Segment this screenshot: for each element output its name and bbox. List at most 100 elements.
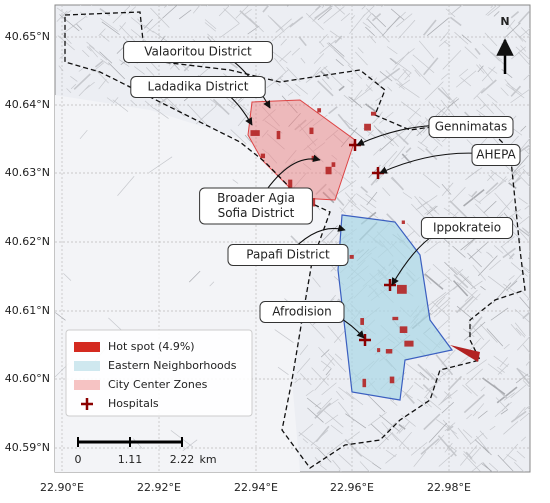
road [375,27,390,43]
road [480,324,498,343]
road [465,384,478,397]
road [279,50,292,62]
road [319,464,327,471]
road [261,129,269,138]
road [465,368,483,385]
road [450,266,461,276]
road [79,5,82,7]
road [243,9,252,16]
road [464,46,478,59]
y-tick-label: 40.65°N [5,30,50,43]
road [162,5,178,19]
road [402,68,411,78]
road [479,430,488,440]
road [455,70,477,88]
road [468,337,482,352]
road [112,5,132,24]
road [108,317,123,331]
legend-label: City Center Zones [108,378,208,391]
road [340,193,356,213]
road [321,382,337,396]
road [470,190,478,198]
road [515,327,526,338]
road [119,25,137,43]
road [333,134,344,144]
y-tick-label: 40.64°N [5,98,50,111]
road [274,329,294,343]
road [474,47,481,55]
road [239,10,259,28]
road [325,129,339,141]
annotation-text: Ladadika District [148,80,249,94]
road [321,5,326,9]
road [440,31,449,42]
road [449,16,462,27]
road [118,22,126,31]
road [249,18,264,33]
road [320,349,330,358]
road [422,273,432,285]
annotation-box [471,144,521,166]
road [381,16,400,37]
road [382,187,391,197]
road [431,372,441,383]
road [426,205,438,215]
road [417,398,428,407]
road [455,295,475,314]
road [480,386,486,392]
road [507,272,524,289]
road [328,106,338,115]
road [286,66,301,83]
road [514,309,530,323]
road [444,261,458,276]
road [298,431,321,449]
hot-spot [250,130,260,136]
road [314,5,335,20]
road [385,449,396,458]
road [503,421,519,435]
road [275,18,292,33]
road [435,354,454,376]
road [442,50,462,70]
road [233,98,244,108]
road [426,292,447,308]
y-tick-label: 40.62°N [5,235,50,248]
road [410,442,428,456]
road [387,86,393,92]
road [305,13,324,30]
road [312,66,321,77]
annotation-text: Ippokrateio [433,221,501,235]
road [379,414,400,432]
road [485,5,498,16]
road [323,6,345,24]
road [490,169,507,183]
hot-spot [260,153,266,159]
road [119,59,130,67]
road [294,119,307,131]
road [527,297,530,301]
road [314,402,322,408]
legend-label: Hot spot (4.9%) [108,340,195,353]
road [62,34,72,44]
road [503,283,519,295]
road [352,87,372,103]
road [108,62,126,80]
road [402,385,414,398]
road [398,19,416,39]
road [500,409,509,415]
road [468,241,488,260]
road [449,445,457,452]
road [134,66,145,75]
road [503,343,510,350]
road [240,104,248,111]
hot-spot [362,378,367,388]
x-tick-label: 22.90°E [40,481,84,494]
road [464,293,481,311]
road [153,107,169,119]
road [98,79,107,90]
road [336,391,344,401]
road [432,145,439,152]
annotation-box [199,187,313,225]
city-center-zone [247,99,356,201]
road [513,210,523,220]
